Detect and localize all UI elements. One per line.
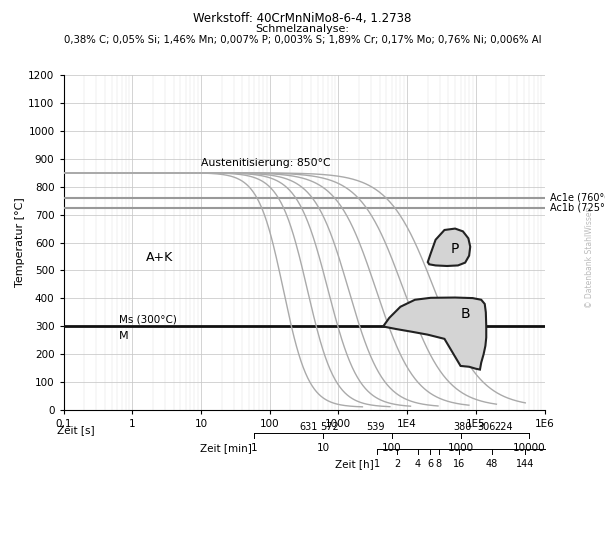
Text: 306: 306 [478,422,496,432]
Polygon shape [428,228,470,266]
Text: A+K: A+K [146,251,173,264]
Text: 1: 1 [373,459,380,470]
Text: 224: 224 [494,422,513,432]
Text: Zeit [s]: Zeit [s] [57,425,95,435]
Text: Austenitisierung: 850°C: Austenitisierung: 850°C [201,158,330,168]
Text: Ac1b (725°C): Ac1b (725°C) [550,203,605,213]
Text: B: B [460,307,470,321]
Text: 1: 1 [251,443,258,453]
Text: P: P [451,242,459,256]
Text: 8: 8 [436,459,442,470]
Y-axis label: Temperatur [°C]: Temperatur [°C] [16,198,25,287]
Text: 10000: 10000 [513,443,546,453]
Text: Zeit [min]: Zeit [min] [200,443,252,453]
Text: 539: 539 [367,422,385,432]
Text: M: M [119,331,128,341]
Polygon shape [383,297,486,369]
Text: © Datenbank StahlWissen: © Datenbank StahlWissen [586,206,594,308]
Text: 4: 4 [415,459,421,470]
Text: 631: 631 [299,422,318,432]
Text: Ac1e (760°C): Ac1e (760°C) [550,193,605,203]
Text: Schmelzanalyse:: Schmelzanalyse: [255,24,350,34]
Text: Werkstoff: 40CrMnNiMo8-6-4, 1.2738: Werkstoff: 40CrMnNiMo8-6-4, 1.2738 [194,12,411,25]
Text: 380: 380 [454,422,472,432]
Text: 0,38% C; 0,05% Si; 1,46% Mn; 0,007% P; 0,003% S; 1,89% Cr; 0,17% Mo; 0,76% Ni; 0: 0,38% C; 0,05% Si; 1,46% Mn; 0,007% P; 0… [64,35,541,45]
Text: 572: 572 [321,422,339,432]
Text: Zeit [h]: Zeit [h] [335,459,373,470]
Text: 1000: 1000 [448,443,474,453]
Text: 48: 48 [486,459,499,470]
Text: 10: 10 [316,443,330,453]
Text: 2: 2 [394,459,401,470]
Text: 16: 16 [453,459,465,470]
Text: 6: 6 [427,459,433,470]
Text: 144: 144 [515,459,534,470]
Text: Ms (300°C): Ms (300°C) [119,315,177,325]
Text: 100: 100 [382,443,402,453]
